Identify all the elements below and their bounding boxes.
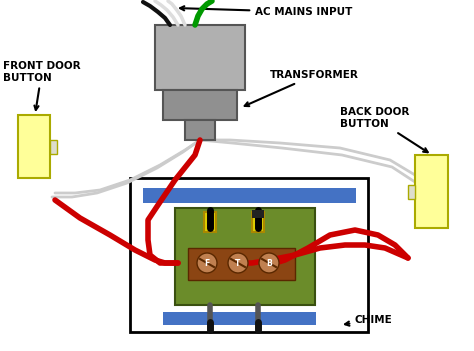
Circle shape	[228, 253, 248, 273]
Text: T: T	[235, 258, 241, 267]
Bar	[155, 25, 245, 90]
Bar	[50, 140, 57, 154]
Bar	[143, 188, 356, 203]
Bar	[252, 210, 264, 218]
Bar	[185, 120, 215, 140]
Text: BACK DOOR
BUTTON: BACK DOOR BUTTON	[340, 107, 428, 152]
Text: B: B	[266, 258, 272, 267]
Bar	[163, 312, 316, 325]
Bar	[408, 185, 415, 199]
Text: AC MAINS INPUT: AC MAINS INPUT	[180, 6, 352, 17]
Text: F: F	[204, 258, 210, 267]
Bar	[204, 212, 216, 232]
Circle shape	[197, 253, 217, 273]
Bar	[175, 208, 315, 305]
Bar	[415, 155, 448, 228]
Text: TRANSFORMER: TRANSFORMER	[245, 70, 359, 106]
Bar	[163, 90, 237, 120]
Text: CHIME: CHIME	[345, 315, 393, 326]
Bar	[18, 115, 50, 178]
Circle shape	[259, 253, 279, 273]
Bar	[252, 212, 264, 232]
Bar	[130, 178, 368, 332]
Text: FRONT DOOR
BUTTON: FRONT DOOR BUTTON	[3, 61, 81, 110]
Bar	[188, 248, 295, 280]
